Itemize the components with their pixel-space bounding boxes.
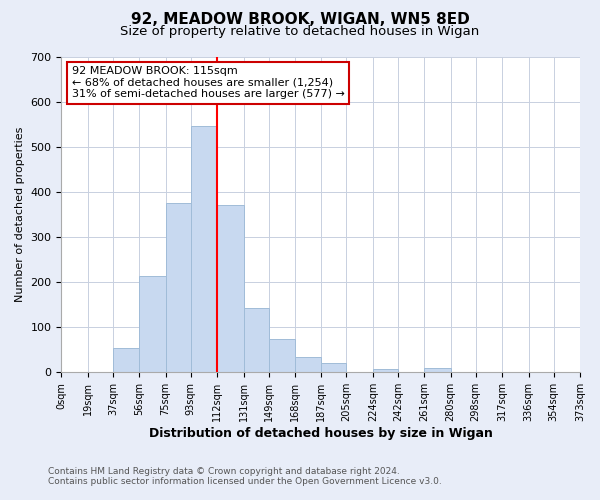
Bar xyxy=(139,276,166,372)
Bar xyxy=(191,126,217,372)
Text: 92 MEADOW BROOK: 115sqm
← 68% of detached houses are smaller (1,254)
31% of semi: 92 MEADOW BROOK: 115sqm ← 68% of detache… xyxy=(72,66,344,99)
Bar xyxy=(113,348,139,372)
Text: Contains HM Land Registry data © Crown copyright and database right 2024.: Contains HM Land Registry data © Crown c… xyxy=(48,467,400,476)
Bar xyxy=(373,368,398,372)
Text: Contains public sector information licensed under the Open Government Licence v3: Contains public sector information licen… xyxy=(48,477,442,486)
Bar xyxy=(269,338,295,372)
Text: Size of property relative to detached houses in Wigan: Size of property relative to detached ho… xyxy=(121,25,479,38)
Bar xyxy=(295,358,322,372)
Y-axis label: Number of detached properties: Number of detached properties xyxy=(15,126,25,302)
Bar xyxy=(217,206,244,372)
X-axis label: Distribution of detached houses by size in Wigan: Distribution of detached houses by size … xyxy=(149,427,493,440)
Bar xyxy=(166,203,191,372)
Bar xyxy=(244,308,269,372)
Bar xyxy=(424,368,451,372)
Text: 92, MEADOW BROOK, WIGAN, WN5 8ED: 92, MEADOW BROOK, WIGAN, WN5 8ED xyxy=(131,12,469,28)
Bar xyxy=(322,364,346,372)
